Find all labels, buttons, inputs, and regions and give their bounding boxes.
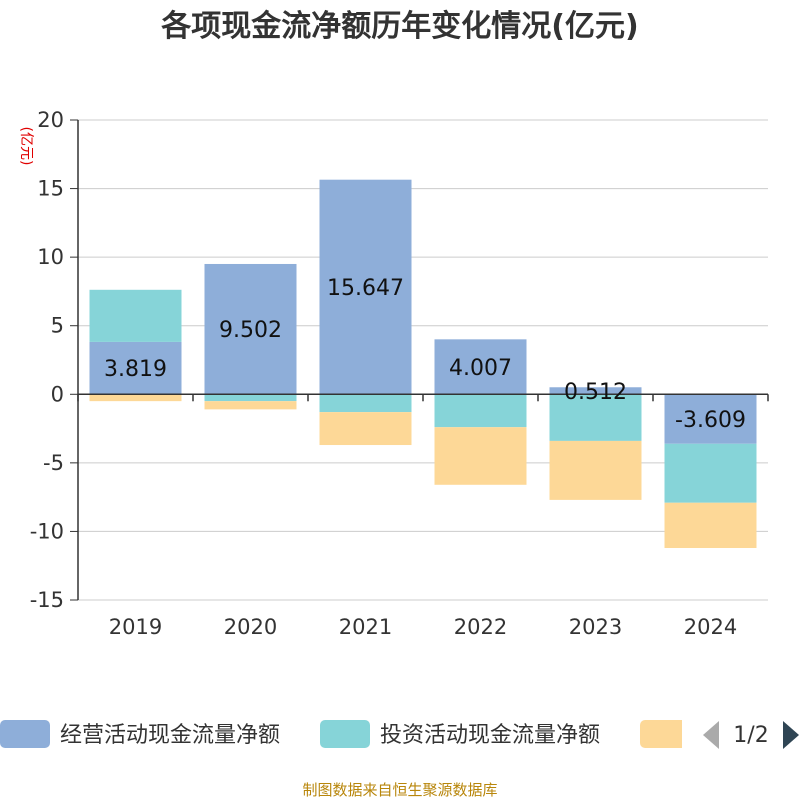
- legend-next-page-icon[interactable]: [783, 721, 799, 749]
- y-axis-unit-label: (亿元): [18, 127, 34, 166]
- legend-swatch-series-1: [320, 720, 370, 748]
- bar-value-label-2022: 4.007: [449, 356, 512, 381]
- y-tick-label: 20: [37, 108, 64, 132]
- bar-2024-series-1: [664, 443, 757, 503]
- bar-2022-series-0: [434, 339, 527, 395]
- bar-group: [89, 179, 757, 549]
- x-tick-label-2023: 2023: [569, 615, 622, 639]
- y-tick-label: 10: [37, 245, 64, 269]
- bar-2021-series-0: [319, 179, 412, 395]
- bar-2020-series-1: [204, 394, 297, 402]
- bar-value-label-2024: -3.609: [675, 408, 746, 433]
- x-tick-label-2021: 2021: [339, 615, 392, 639]
- legend-swatch-series-0: [0, 720, 50, 748]
- bar-2021-series-2: [319, 412, 412, 446]
- legend-prev-page-icon[interactable]: [703, 721, 719, 749]
- legend-label-series-0: 经营活动现金流量净额: [60, 723, 280, 748]
- y-tick-label: 0: [51, 382, 64, 406]
- legend-label-series-1: 投资活动现金流量净额: [380, 723, 600, 748]
- bar-2023-series-2: [549, 440, 642, 500]
- legend-pager-backdrop: [682, 712, 800, 758]
- y-tick-label: -5: [43, 451, 64, 475]
- bar-2023-series-0: [549, 387, 642, 395]
- bar-value-label-2020: 9.502: [219, 318, 282, 343]
- bar-2020-series-0: [204, 263, 297, 395]
- bar-2019-series-0: [89, 341, 182, 395]
- bar-2022-series-1: [434, 394, 527, 428]
- legend: 经营活动现金流量净额 投资活动现金流量净额 1/2: [0, 712, 800, 758]
- y-tick-label: -15: [30, 588, 64, 612]
- legend-swatch-series-2: [640, 720, 690, 748]
- bar-2024-series-0: [664, 394, 757, 444]
- x-tick-label-2019: 2019: [109, 615, 162, 639]
- bar-2023-series-1: [549, 394, 642, 441]
- bar-value-label-2019: 3.819: [104, 357, 167, 382]
- legend-page-indicator: 1/2: [733, 723, 768, 748]
- bar-2020-series-2: [204, 401, 297, 410]
- bar-2024-series-2: [664, 502, 757, 549]
- axes: 20 15 10 5 0 -5 -10 -15 2019 2020 2021 2022 2023 2024: [30, 108, 769, 639]
- y-tick-label: -10: [30, 519, 64, 543]
- y-tick-label: 5: [51, 314, 64, 338]
- chart-title: 各项现金流净额历年变化情况(亿元): [160, 9, 638, 44]
- bar-2022-series-2: [434, 427, 527, 485]
- bar-value-label-2021: 15.647: [327, 276, 404, 301]
- bar-value-label-2023: 0.512: [564, 380, 627, 405]
- x-tick-label-2022: 2022: [454, 615, 507, 639]
- bar-2021-series-1: [319, 394, 412, 413]
- x-tick-label-2024: 2024: [684, 615, 737, 639]
- data-source-note: 制图数据来自恒生聚源数据库: [302, 781, 497, 799]
- bar-labels: 3.819 9.502 15.647 4.007 0.512 -3.609: [104, 276, 746, 433]
- bar-2019-series-1: [89, 289, 182, 342]
- x-tick-label-2020: 2020: [224, 615, 277, 639]
- bar-2019-series-2: [89, 394, 182, 402]
- y-tick-label: 15: [37, 177, 64, 201]
